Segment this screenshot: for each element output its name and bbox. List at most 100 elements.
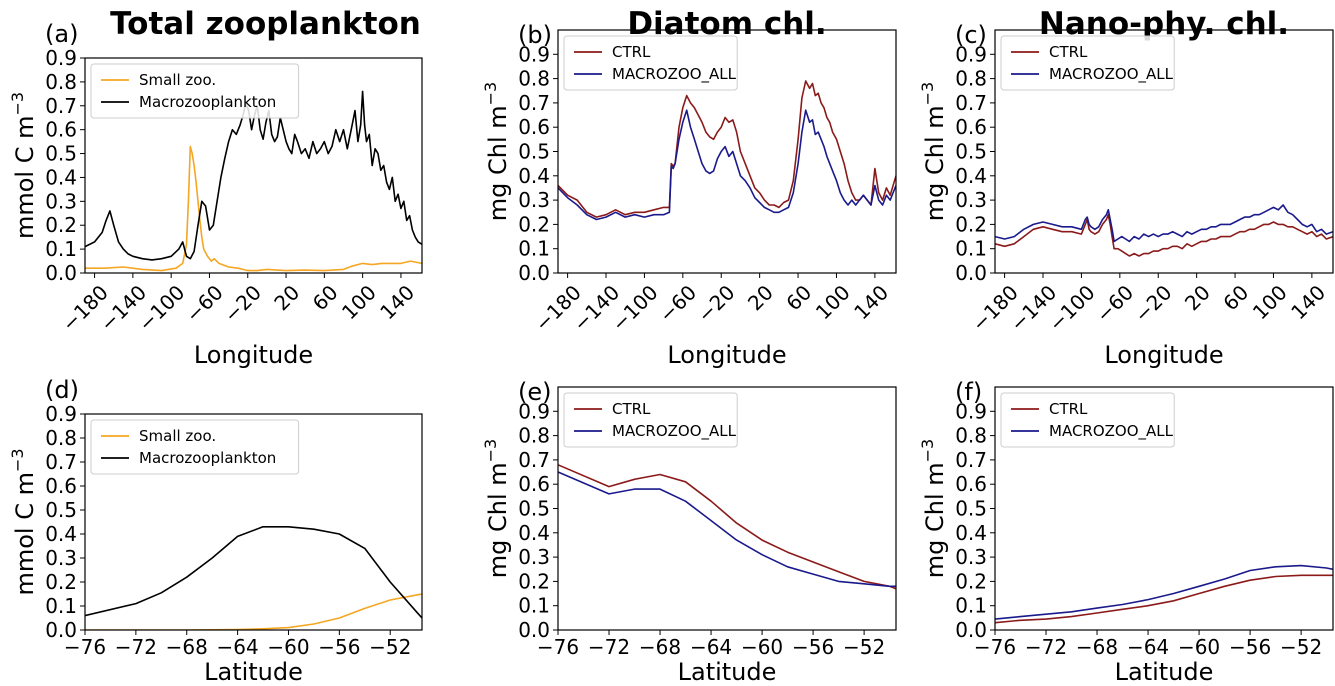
x-tick-label: −76 — [64, 635, 106, 659]
x-tick-label: 140 — [375, 280, 419, 324]
y-tick-label: 0.4 — [518, 521, 550, 545]
panel-b: 0.00.10.20.30.40.50.60.70.80.9−180−140−1… — [481, 6, 897, 369]
series-line-ctrl — [558, 464, 896, 590]
y-tick-label: 0.8 — [955, 424, 987, 448]
legend-label: Small zoo. — [139, 71, 216, 89]
x-tick-label: −64 — [216, 635, 258, 659]
x-tick-label: −64 — [1127, 635, 1169, 659]
legend-label: CTRL — [612, 400, 651, 418]
y-tick-label: 0.3 — [45, 546, 77, 570]
y-axis-label-exponent: −3 — [481, 439, 500, 463]
panel-c: 0.00.10.20.30.40.50.60.70.80.9−180−140−1… — [918, 6, 1334, 369]
x-tick-label: −60 — [267, 635, 309, 659]
y-tick-label: 0.5 — [45, 142, 77, 166]
y-tick-label: 0.0 — [955, 618, 987, 642]
y-tick-label: 0.6 — [45, 474, 77, 498]
y-tick-label: 0.5 — [518, 140, 550, 164]
y-tick-label: 0.9 — [955, 399, 987, 423]
series-line-ctrl — [558, 80, 896, 218]
y-tick-label: 0.7 — [518, 448, 550, 472]
series-line-macrozooplankton — [85, 90, 422, 261]
y-axis-label-exponent: −3 — [918, 439, 937, 463]
y-tick-label: 0.7 — [45, 450, 77, 474]
x-tick-label: −56 — [318, 635, 360, 659]
y-tick-label: 0.6 — [955, 472, 987, 496]
y-tick-label: 0.0 — [518, 261, 550, 285]
x-tick-label: −72 — [588, 635, 630, 659]
x-axis-label: Latitude — [204, 658, 303, 686]
y-tick-label: 0.1 — [955, 237, 987, 261]
y-tick-label: 0.3 — [955, 188, 987, 212]
y-tick-label: 0.0 — [955, 261, 987, 285]
series-line-macrozoo-all — [995, 564, 1333, 620]
axes-frame — [84, 57, 423, 274]
x-tick-label: −20 — [1130, 280, 1177, 327]
x-tick-label: −60 — [654, 280, 701, 327]
x-tick-label: −76 — [974, 635, 1016, 659]
panel-d: 0.00.10.20.30.40.50.60.70.80.9−76 −72 −68−… — [8, 376, 423, 686]
x-tick-label: 60 — [1218, 280, 1253, 315]
legend: CTRL MACROZOO_ALL — [563, 35, 738, 91]
y-tick-label: 0.2 — [955, 212, 987, 236]
y-axis-label-exponent: −3 — [8, 92, 27, 116]
y-tick-label: 0.6 — [518, 115, 550, 139]
x-tick-label: −68 — [1076, 635, 1118, 659]
y-axis-label: mmol C m−3 — [8, 92, 39, 239]
y-tick-label: 0.9 — [518, 42, 550, 66]
y-axis-label: mmol C m−3 — [8, 448, 39, 595]
y-tick-label: 0.1 — [518, 594, 550, 618]
y-tick-label: 0.1 — [45, 594, 77, 618]
y-axis-label-text: mg Chl m — [921, 105, 949, 221]
panel-a: 0.00.10.20.30.40.50.60.70.80.9−180−140−1… — [8, 6, 423, 369]
y-axis-label-exponent: −3 — [8, 448, 27, 472]
legend-label: CTRL — [1049, 400, 1088, 418]
x-tick-label: −52 — [843, 635, 885, 659]
y-tick-label: 0.8 — [45, 426, 77, 450]
panel-label: (f) — [955, 378, 982, 406]
y-tick-label: 0.4 — [955, 521, 987, 545]
x-tick-label: 60 — [308, 280, 343, 315]
x-tick-label: 20 — [1180, 280, 1215, 315]
plot-area — [995, 564, 1333, 624]
y-tick-label: 0.3 — [955, 545, 987, 569]
x-tick-label: 100 — [337, 280, 381, 324]
series-line-macrozoo-all — [558, 471, 896, 588]
y-tick-label: 0.8 — [45, 70, 77, 94]
y-tick-label: 0.4 — [45, 165, 77, 189]
y-tick-label: 0.2 — [518, 569, 550, 593]
x-tick-label: 140 — [849, 280, 893, 324]
x-tick-label: 100 — [811, 280, 855, 324]
x-tick-label: 100 — [1248, 280, 1292, 324]
y-tick-label: 0.0 — [45, 261, 77, 285]
x-tick-label: −20 — [219, 280, 266, 327]
legend-label: CTRL — [1049, 43, 1088, 61]
x-tick-label: −68 — [166, 635, 208, 659]
panel-title: Total zooplankton — [110, 6, 421, 42]
panel-label: (e) — [518, 378, 552, 406]
y-tick-label: 0.3 — [518, 545, 550, 569]
y-axis-label-exponent: −3 — [481, 82, 500, 106]
x-tick-label: −20 — [693, 280, 740, 327]
y-tick-label: 0.0 — [518, 618, 550, 642]
y-tick-label: 0.6 — [518, 472, 550, 496]
y-tick-label: 0.3 — [45, 189, 77, 213]
y-tick-label: 0.4 — [45, 522, 77, 546]
x-tick-label: −60 — [741, 635, 783, 659]
x-tick-label: −56 — [792, 635, 834, 659]
legend-label: MACROZOO_ALL — [1049, 65, 1174, 84]
x-axis-label: Longitude — [194, 341, 313, 369]
y-tick-label: 0.4 — [955, 164, 987, 188]
legend-label: MACROZOO_ALL — [612, 65, 737, 84]
x-tick-label: −68 — [639, 635, 681, 659]
series-line-macrozoo-all — [995, 204, 1333, 243]
y-axis-label: mg Chl m−3 — [481, 82, 512, 221]
x-tick-label: 60 — [781, 280, 816, 315]
y-tick-label: 0.7 — [45, 94, 77, 118]
x-tick-label: −60 — [1178, 635, 1220, 659]
x-tick-label: −76 — [537, 635, 579, 659]
legend: Small zoo. Macrozooplankton — [90, 419, 300, 475]
x-tick-label: −72 — [115, 635, 157, 659]
x-tick-label: −60 — [1091, 280, 1138, 327]
legend-box — [90, 419, 300, 475]
